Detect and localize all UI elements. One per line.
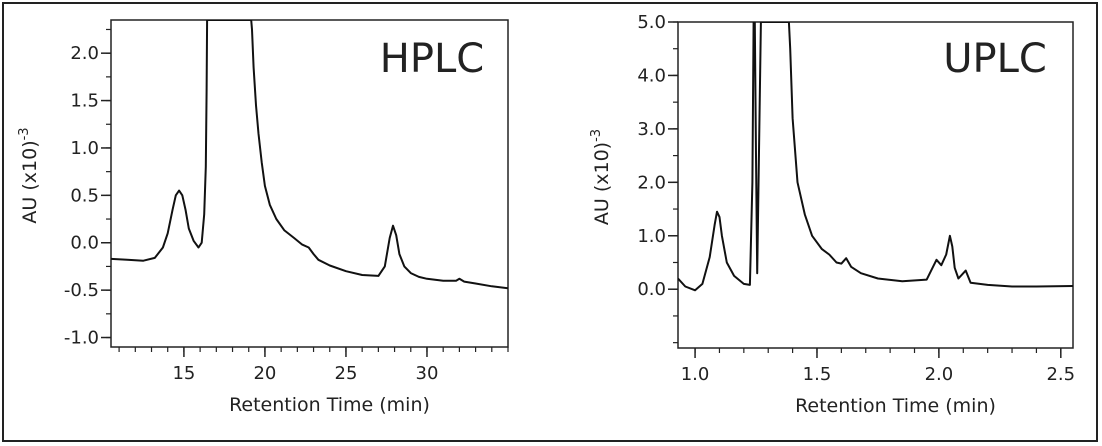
y-tick-label: 2.0 [637,172,666,193]
y-tick-label: 0.0 [70,233,99,254]
chart-panel-2: 1.0 1.5 2.0 2.5 0.0 1.0 2.0 3.0 4.0 5.0 Retention … [589,12,1075,417]
y-axis-label: AU (x10)-3 [589,129,613,225]
plot-area [110,19,509,348]
panel-title: HPLC [380,36,484,82]
x-axis-label: Retention Time (min) [795,395,996,417]
x-tick-label: 2.0 [925,364,954,385]
y-tick-label: 0.0 [637,279,666,300]
y-tick-label: -0.5 [64,280,99,301]
chart-panel-1: 15 20 25 30 -1.0 -0.5 0.0 0.5 1.0 1.5 2.0 Retention… [17,19,509,416]
y-tick-label: 4.0 [637,65,666,86]
x-tick-label: 15 [172,363,195,384]
y-axis-label-superscript: -3 [589,129,604,142]
x-tick-label: 1.5 [803,364,832,385]
y-axis-label-text: AU (x10) [591,142,613,225]
x-axis-label: Retention Time (min) [229,394,430,416]
chromatogram-line [678,22,1073,292]
x-tick-label: 20 [253,363,276,384]
y-tick-label: 1.0 [637,226,666,247]
y-tick-label: 1.0 [70,138,99,159]
y-axis-label: AU (x10)-3 [17,127,41,223]
y-tick-label: 3.0 [637,119,666,140]
x-tick-label: 1.0 [681,364,710,385]
panel-title: UPLC [943,36,1047,82]
x-tick-label: 25 [335,363,358,384]
plot-area [677,21,1074,349]
y-axis-label-text: AU (x10) [19,140,41,223]
y-tick-label: 5.0 [637,12,666,33]
y-tick-label: 0.5 [70,185,99,206]
y-axis-label-superscript: -3 [17,127,32,140]
y-tick-label: -1.0 [64,328,99,349]
y-tick-label: 1.5 [70,91,99,112]
x-tick-label: 2.5 [1046,364,1075,385]
x-tick-label: 30 [416,363,439,384]
chromatogram-line [111,20,508,290]
y-tick-label: 2.0 [70,43,99,64]
